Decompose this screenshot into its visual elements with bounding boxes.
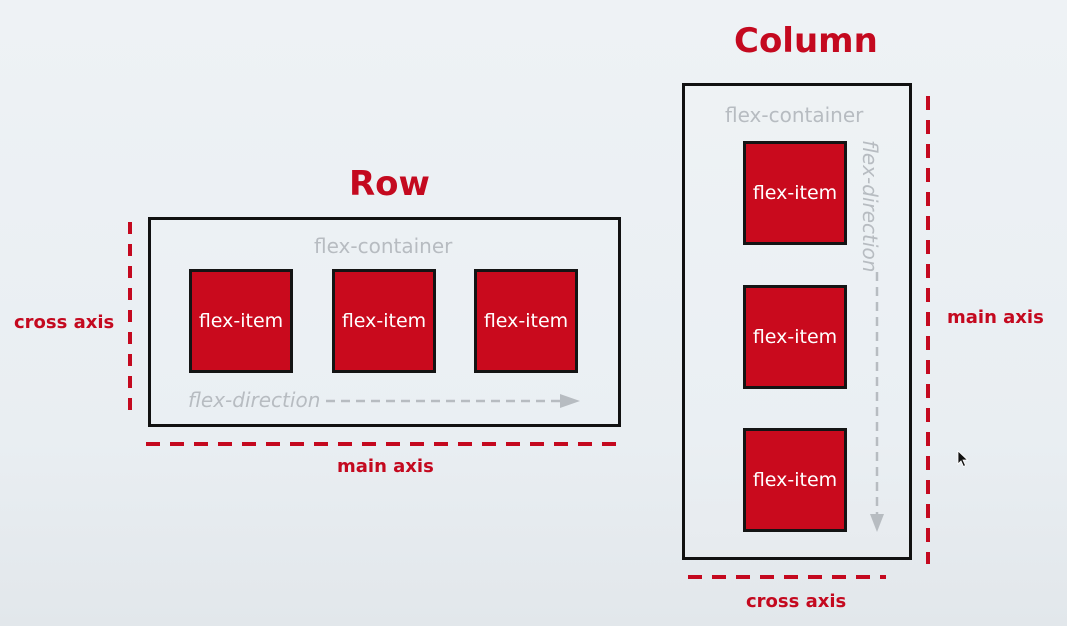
row-flex-item-3: flex-item [474,269,578,373]
row-flex-item-2-label: flex-item [341,309,427,332]
row-title: Row [349,164,430,204]
column-flex-item-2: flex-item [743,285,847,389]
column-flex-item-2-label: flex-item [752,325,838,348]
column-flex-item-1-label: flex-item [752,181,838,204]
row-main-axis-label: main axis [337,456,434,477]
row-main-axis-line [146,442,620,446]
row-cross-axis-line [128,222,132,420]
column-cross-axis-line [688,575,886,579]
row-container-label: flex-container [314,234,453,258]
column-direction-arrow [870,272,884,532]
row-direction-label: flex-direction [188,388,321,412]
row-flex-item-3-label: flex-item [483,309,569,332]
column-flex-item-3-label: flex-item [752,468,838,491]
mouse-cursor-icon [957,450,969,468]
column-main-axis-line [926,96,930,564]
column-main-axis-label: main axis [947,307,1044,328]
column-title: Column [734,21,878,61]
row-direction-arrow [326,394,580,408]
column-container-label: flex-container [725,103,864,127]
column-flex-item-1: flex-item [743,141,847,245]
row-flex-item-1: flex-item [189,269,293,373]
row-flex-item-1-label: flex-item [198,309,284,332]
column-cross-axis-label: cross axis [746,591,847,612]
row-flex-item-2: flex-item [332,269,436,373]
row-cross-axis-label: cross axis [14,312,115,333]
column-flex-item-3: flex-item [743,428,847,532]
column-direction-label: flex-direction [858,140,882,273]
